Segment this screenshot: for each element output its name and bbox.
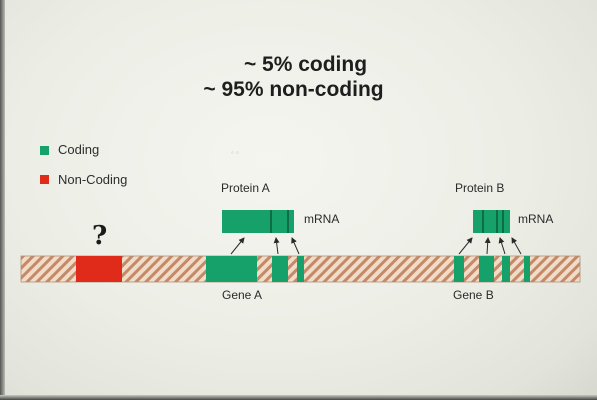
gene-b-exon-2 (479, 256, 494, 282)
slide-bottom-edge (0, 395, 597, 400)
mrna-b-label: mRNA (518, 212, 554, 226)
protein-a-label: Protein A (221, 181, 270, 195)
arrow-gene-b-3 (498, 237, 506, 255)
question-mark: ? (92, 221, 108, 251)
protein-b-label: Protein B (455, 181, 505, 195)
mrna-a-label: mRNA (304, 212, 340, 226)
gene-a-exon-2 (272, 256, 288, 282)
legend-coding-swatch (40, 146, 49, 155)
title-noncoding-percent: ~ 95% non-coding (203, 78, 384, 101)
mrna-a-box (222, 210, 294, 233)
slide-left-edge (0, 0, 5, 400)
arrow-gene-a-3 (291, 237, 300, 255)
arrow-gene-a-1 (230, 237, 245, 255)
slide-smudge: ◦ ◦ (231, 148, 239, 157)
noncoding-region (76, 256, 122, 282)
gene-b-exon-1 (454, 256, 464, 282)
gene-b-label: Gene B (453, 288, 494, 302)
gene-b-exon-4 (524, 256, 530, 282)
gene-a-exon-3 (297, 256, 304, 282)
legend-noncoding-swatch (40, 175, 49, 184)
arrow-gene-b-4 (511, 237, 522, 255)
arrow-gene-b-1 (458, 237, 473, 255)
arrow-gene-a-2 (273, 237, 280, 255)
arrow-gene-b-2 (484, 237, 491, 255)
title-coding-percent: ~ 5% coding (243, 53, 368, 76)
legend-coding-label: Coding (58, 142, 100, 157)
legend-noncoding-label: Non-Coding (58, 172, 128, 187)
gene-b-exon-3 (502, 256, 510, 282)
gene-a-exon-1 (206, 256, 257, 282)
gene-a-label: Gene A (222, 288, 263, 302)
mrna-b-box (473, 210, 510, 233)
